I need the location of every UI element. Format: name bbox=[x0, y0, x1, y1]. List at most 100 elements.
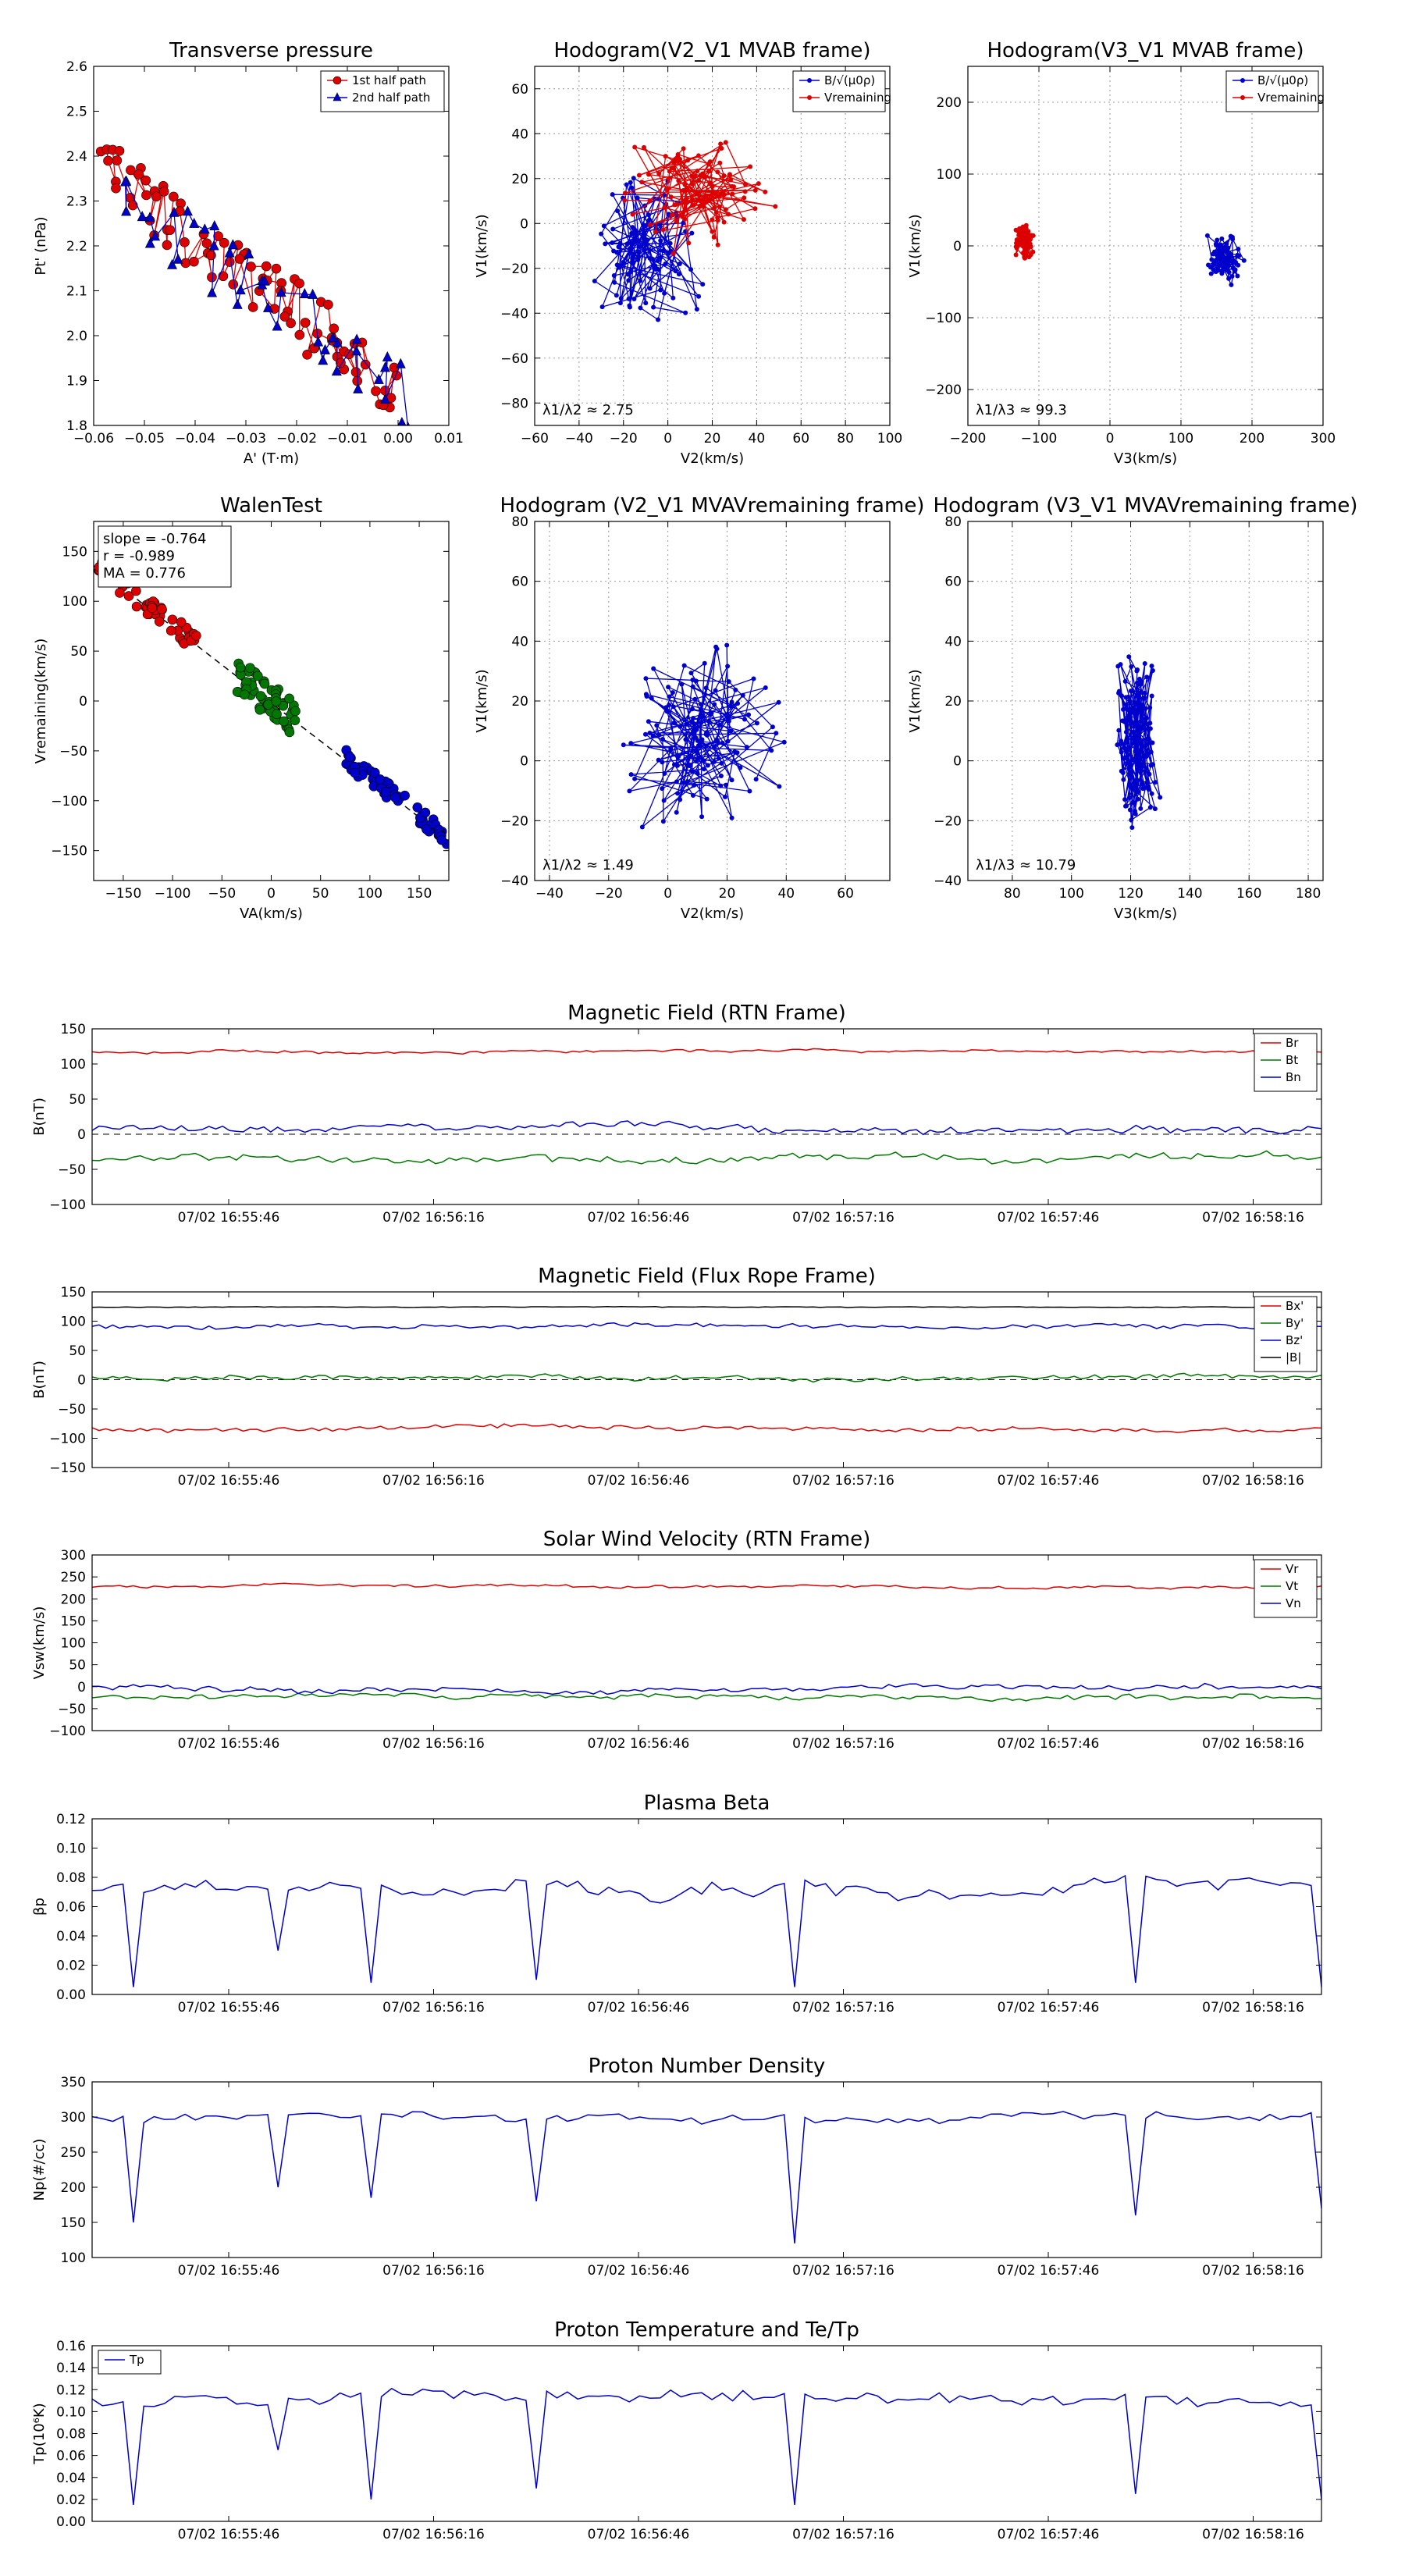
data-point bbox=[308, 288, 318, 299]
x-tick-label: −100 bbox=[1021, 431, 1058, 447]
series-line bbox=[92, 1682, 1321, 1695]
data-point bbox=[622, 197, 628, 203]
data-point bbox=[1013, 244, 1019, 249]
y-tick-label: 60 bbox=[511, 575, 528, 590]
data-point bbox=[610, 192, 615, 197]
data-point bbox=[1241, 258, 1247, 263]
data-point bbox=[126, 165, 136, 176]
series-np bbox=[92, 2111, 1321, 2244]
data-point bbox=[689, 173, 695, 179]
data-point bbox=[286, 318, 296, 329]
data-point bbox=[669, 212, 674, 218]
data-point bbox=[699, 720, 704, 726]
data-point bbox=[699, 814, 705, 820]
data-point bbox=[1138, 806, 1144, 811]
x-tick-label: −40 bbox=[565, 431, 593, 447]
data-point bbox=[653, 263, 658, 269]
data-point bbox=[1213, 241, 1218, 247]
data-point bbox=[732, 749, 738, 755]
data-point bbox=[777, 784, 782, 789]
data-point bbox=[1136, 695, 1142, 700]
data-point bbox=[169, 206, 180, 217]
data-point bbox=[1231, 266, 1236, 272]
y-tick-label: 350 bbox=[61, 2075, 86, 2090]
data-point bbox=[1140, 786, 1146, 792]
data-point bbox=[353, 382, 364, 393]
legend-frame bbox=[1225, 70, 1319, 112]
data-point bbox=[633, 228, 638, 233]
axes-frame bbox=[91, 2345, 1322, 2522]
data-point bbox=[722, 794, 727, 799]
data-point bbox=[1148, 749, 1154, 755]
x-tick-label: 07/02 16:58:16 bbox=[1202, 1210, 1304, 1226]
y-axis-label: βp bbox=[31, 1898, 48, 1916]
data-point bbox=[380, 787, 391, 797]
data-point bbox=[733, 687, 738, 692]
data-point bbox=[689, 706, 695, 712]
data-point bbox=[1119, 693, 1124, 699]
series-line bbox=[92, 1048, 1321, 1055]
data-point bbox=[1139, 781, 1144, 787]
series-by bbox=[92, 1372, 1321, 1383]
x-tick-label: −60 bbox=[521, 431, 549, 447]
data-point bbox=[1129, 741, 1135, 746]
series-b bbox=[1115, 654, 1163, 831]
data-point bbox=[769, 748, 774, 753]
y-tick-label: 0.06 bbox=[56, 1900, 86, 1916]
data-point bbox=[681, 146, 686, 151]
data-point bbox=[395, 358, 406, 368]
y-tick-label: −50 bbox=[59, 744, 87, 760]
chart-walen: WalenTest −150 −100 −50 0 50 100 150 −150 −100 −50… bbox=[33, 494, 450, 922]
data-point bbox=[630, 225, 635, 230]
data-point bbox=[1019, 226, 1024, 231]
data-point bbox=[695, 770, 700, 776]
data-point bbox=[678, 797, 683, 802]
x-tick-label: 200 bbox=[1240, 431, 1264, 447]
data-point bbox=[807, 95, 812, 100]
data-point bbox=[1240, 95, 1245, 100]
data-point bbox=[756, 181, 761, 187]
x-tick-label: 07/02 16:57:16 bbox=[792, 1210, 895, 1226]
data-point bbox=[697, 743, 702, 749]
data-point bbox=[741, 217, 746, 222]
stats-line: slope = -0.764 bbox=[103, 531, 206, 547]
data-point bbox=[742, 717, 748, 722]
stats-line: MA = 0.776 bbox=[103, 565, 186, 582]
axes-frame bbox=[91, 1291, 1322, 1468]
data-point bbox=[1213, 258, 1218, 263]
y-tick-label: 150 bbox=[61, 1022, 86, 1037]
data-point bbox=[715, 215, 720, 220]
data-point bbox=[1142, 661, 1147, 667]
data-point bbox=[235, 284, 246, 295]
data-point bbox=[157, 603, 167, 614]
data-point bbox=[670, 704, 676, 710]
data-point bbox=[690, 684, 695, 689]
data-point bbox=[688, 671, 694, 676]
axes-frame bbox=[91, 1554, 1322, 1731]
x-tick-label: 07/02 16:58:16 bbox=[1202, 1736, 1304, 1752]
data-point bbox=[720, 190, 726, 195]
data-point bbox=[318, 354, 329, 365]
data-point bbox=[1153, 780, 1158, 785]
data-point bbox=[615, 208, 621, 214]
x-tick-label: 07/02 16:56:16 bbox=[382, 1473, 485, 1489]
data-point bbox=[658, 254, 663, 260]
legend-label: B/√(μ0ρ) bbox=[1257, 73, 1308, 87]
data-point bbox=[1218, 256, 1223, 262]
data-point bbox=[1147, 771, 1152, 777]
x-tick-label: 07/02 16:56:46 bbox=[588, 2527, 690, 2542]
y-tick-label: 0.04 bbox=[56, 2471, 86, 2486]
data-point bbox=[700, 171, 706, 176]
data-point bbox=[299, 287, 310, 298]
data-point bbox=[201, 238, 212, 249]
data-point bbox=[391, 370, 402, 381]
data-point bbox=[696, 756, 702, 761]
data-point bbox=[351, 333, 362, 344]
data-point bbox=[687, 763, 692, 768]
chart-title: Proton Number Density bbox=[589, 2055, 826, 2078]
data-point bbox=[137, 211, 148, 222]
data-point bbox=[272, 709, 282, 720]
x-tick-label: 0 bbox=[663, 431, 672, 447]
data-point bbox=[751, 676, 756, 681]
